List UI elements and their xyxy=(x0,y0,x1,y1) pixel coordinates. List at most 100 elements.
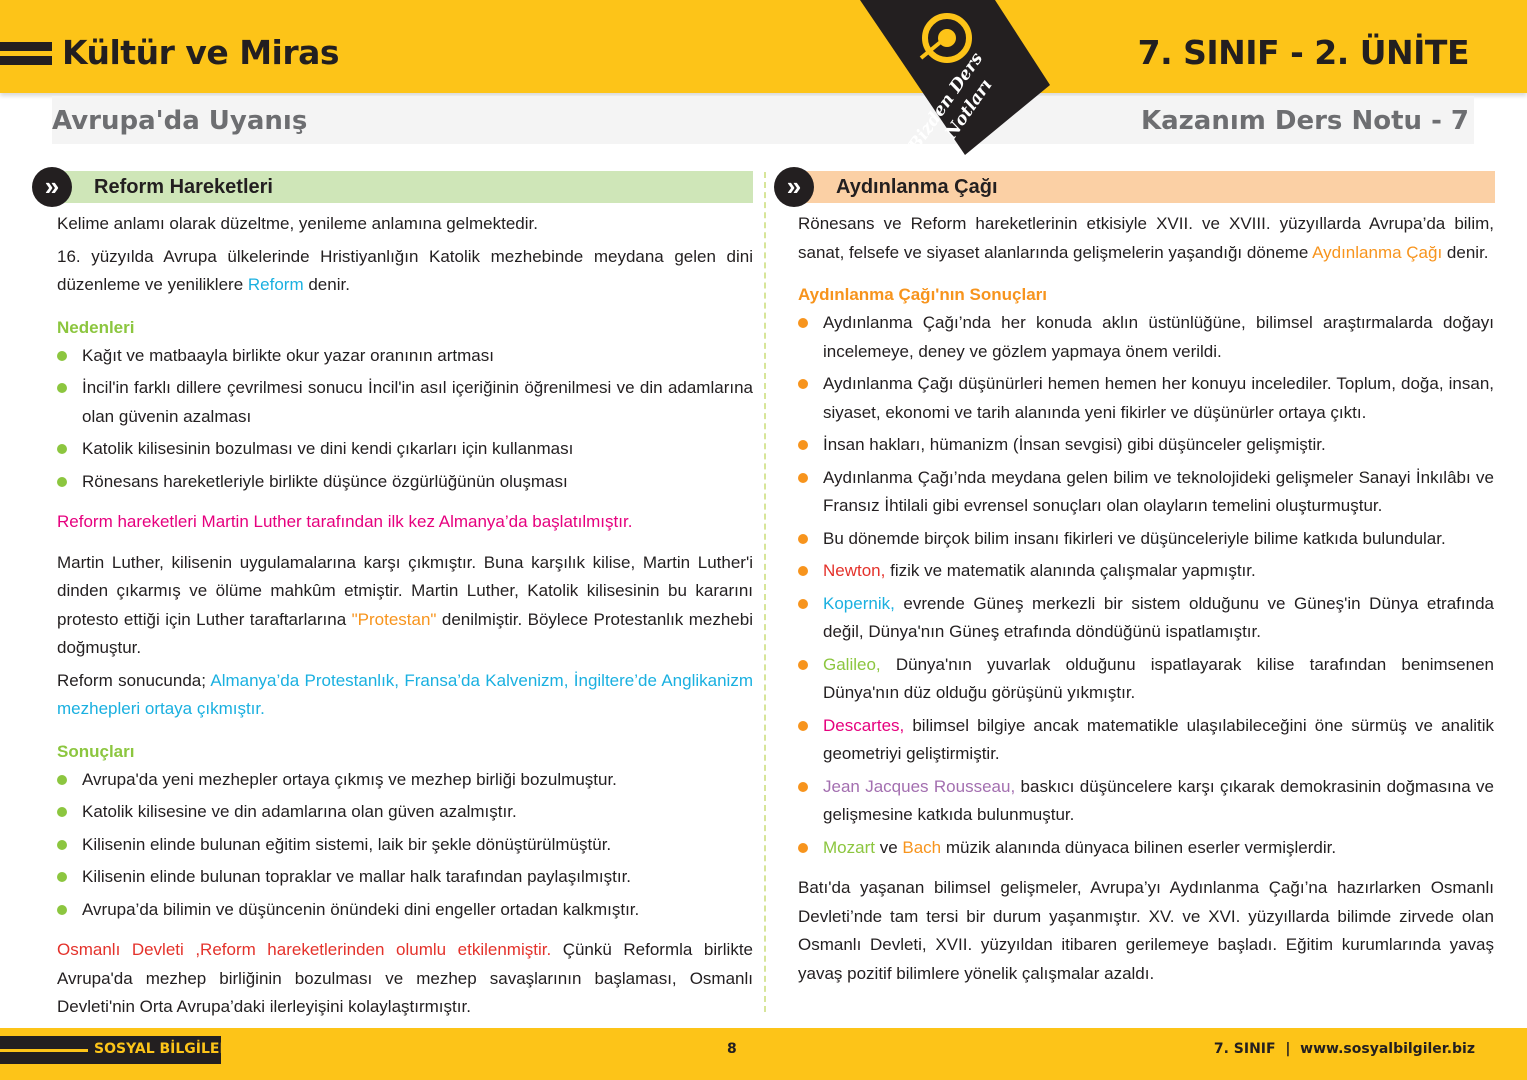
text: Rönesans ve Reform hareketlerinin etkisi… xyxy=(798,214,1494,262)
text: Çünkü Reformla birlikte Avrupa'da mezhep… xyxy=(57,940,753,1016)
text: denir. xyxy=(1442,242,1489,262)
text: Reform sonucunda; xyxy=(57,670,211,690)
subheading: Nedenleri xyxy=(57,314,753,342)
text: evrende Güneş merkezli bir sistem olduğu… xyxy=(823,593,1494,642)
subtitle: Avrupa'da Uyanış xyxy=(52,106,308,136)
chevron-right-icon: » xyxy=(32,167,72,207)
list-item: Newton, fizik ve matematik alanında çalı… xyxy=(798,557,1494,586)
list-item: Aydınlanma Çağı’nda her konuda aklın üst… xyxy=(798,309,1494,366)
unit-label: 7. SINIF - 2. ÜNİTE xyxy=(1137,33,1470,72)
text: Dünya'nın yuvarlak olduğunu ispatlayarak… xyxy=(823,654,1494,703)
footer-site: 7. SINIF | www.sosyalbilgiler.biz xyxy=(1213,1041,1475,1057)
highlighted-text: Reform hareketleri Martin Luther tarafın… xyxy=(57,512,633,531)
list-item: İncil'in farklı dillere çevrilmesi sonuc… xyxy=(57,374,753,431)
highlighted-text: Jean Jacques Rousseau, xyxy=(823,776,1016,796)
subheading: Sonuçları xyxy=(57,738,753,766)
text: Sonuçları xyxy=(57,741,135,761)
paragraph: Kelime anlamı olarak düzeltme, yenileme … xyxy=(57,210,753,239)
highlighted-text: "Protestan" xyxy=(351,609,437,629)
text: Aydınlanma Çağı'nın Sonuçları xyxy=(798,285,1048,304)
text: Batı'da yaşanan bilimsel gelişmeler, Avr… xyxy=(798,878,1494,983)
text: baskıcı düşüncelere karşı çıkarak demokr… xyxy=(823,776,1494,825)
text: Kağıt ve matbaayla birlikte okur yazar o… xyxy=(82,345,494,365)
highlighted-text: Osmanlı Devleti ,Reform hareketlerinden … xyxy=(57,940,552,959)
text: Kelime anlamı olarak düzeltme, yenileme … xyxy=(57,214,538,233)
list-item: Aydınlanma Çağı’nda meydana gelen bilim … xyxy=(798,464,1494,521)
bullet-list: Kağıt ve matbaayla birlikte okur yazar o… xyxy=(57,342,753,497)
left-column: Kelime anlamı olarak düzeltme, yenileme … xyxy=(57,210,753,1026)
text: Aydınlanma Çağı’nda her konuda aklın üst… xyxy=(823,313,1494,361)
list-item: Rönesans hareketleriyle birlikte düşünce… xyxy=(57,468,753,497)
list-item: Katolik kilisesinin bozulması ve dini ke… xyxy=(57,435,753,464)
text: İnsan hakları, hümanizm (İnsan sevgisi) … xyxy=(823,435,1326,454)
text: Nedenleri xyxy=(57,317,135,337)
text: Bu dönemde birçok bilim insanı fikirleri… xyxy=(823,528,1446,548)
chevron-right-icon: » xyxy=(774,167,814,207)
highlighted-text: Galileo, xyxy=(823,654,881,674)
list-item: Jean Jacques Rousseau, baskıcı düşüncele… xyxy=(798,773,1494,830)
list-item: Kopernik, evrende Güneş merkezli bir sis… xyxy=(798,590,1494,647)
text: 16. yüzyılda Avrupa ülkelerinde Hristiya… xyxy=(57,246,753,295)
highlighted-text: Descartes, xyxy=(823,715,905,735)
text: ve xyxy=(874,837,903,857)
text: Avrupa'da yeni mezhepler ortaya çıkmış v… xyxy=(82,769,617,789)
lesson-label: Kazanım Ders Notu - 7 xyxy=(1140,106,1469,136)
text: Katolik kilisesine ve din adamlarına ola… xyxy=(82,802,517,821)
section-header-reform: Reform Hareketleri xyxy=(40,171,753,203)
list-item: Bu dönemde birçok bilim insanı fikirleri… xyxy=(798,525,1494,554)
paragraph: Reform sonucunda; Almanya’da Protestanlı… xyxy=(57,667,753,724)
paragraph: Batı'da yaşanan bilimsel gelişmeler, Avr… xyxy=(798,874,1494,988)
footer-bar xyxy=(0,1028,1527,1080)
text: İncil'in farklı dillere çevrilmesi sonuc… xyxy=(82,378,753,426)
subtitle-bar xyxy=(52,96,1474,144)
list-item: İnsan hakları, hümanizm (İnsan sevgisi) … xyxy=(798,431,1494,460)
page-title: Kültür ve Miras xyxy=(62,33,340,72)
footer-line xyxy=(0,1049,88,1052)
list-item: Aydınlanma Çağı düşünürleri hemen hemen … xyxy=(798,370,1494,427)
text: müzik alanında dünyaca bilinen eserler v… xyxy=(941,837,1337,857)
text: Kilisenin elinde bulunan topraklar ve ma… xyxy=(82,867,632,886)
paragraph: Reform hareketleri Martin Luther tarafın… xyxy=(57,508,753,537)
highlighted-text: Mozart xyxy=(823,837,875,857)
bullet-list: Avrupa'da yeni mezhepler ortaya çıkmış v… xyxy=(57,766,753,925)
column-divider xyxy=(764,172,766,1012)
list-item: Avrupa’da bilimin ve düşüncenin önündeki… xyxy=(57,896,753,925)
highlighted-text: Kopernik, xyxy=(823,593,895,613)
highlighted-text: Newton, xyxy=(823,561,886,580)
text: fizik ve matematik alanında çalışmalar y… xyxy=(885,561,1256,580)
text: Katolik kilisesinin bozulması ve dini ke… xyxy=(82,439,574,458)
text: Aydınlanma Çağı düşünürleri hemen hemen … xyxy=(823,374,1494,422)
highlighted-text: Reform xyxy=(247,275,304,294)
highlighted-text: Almanya’da Protestanlık, Fransa’da Kalve… xyxy=(57,670,753,719)
text: Kilisenin elinde bulunan eğitim sistemi,… xyxy=(82,834,612,854)
text: Aydınlanma Çağı’nda meydana gelen bilim … xyxy=(823,467,1494,516)
dash-decoration xyxy=(0,56,52,65)
section-header-aydinlanma: Aydınlanma Çağı xyxy=(782,171,1495,203)
text: denir. xyxy=(303,275,350,294)
paragraph: Osmanlı Devleti ,Reform hareketlerinden … xyxy=(57,936,753,1022)
text: Avrupa’da bilimin ve düşüncenin önündeki… xyxy=(82,899,640,919)
text: Martin Luther, kilisenin uygulamalarına … xyxy=(57,552,753,629)
bullet-list: Aydınlanma Çağı’nda her konuda aklın üst… xyxy=(798,309,1494,862)
list-item: Galileo, Dünya'nın yuvarlak olduğunu isp… xyxy=(798,651,1494,708)
list-item: Descartes, bilimsel bilgiye ancak matema… xyxy=(798,712,1494,769)
subheading: Aydınlanma Çağı'nın Sonuçları xyxy=(798,281,1494,309)
list-item: Katolik kilisesine ve din adamlarına ola… xyxy=(57,798,753,827)
badge-logo: Bizden Ders Notları xyxy=(860,0,1050,156)
text: denilmiştir. Böylece Protestanlık mezheb… xyxy=(57,609,753,658)
paragraph: Martin Luther, kilisenin uygulamalarına … xyxy=(57,549,753,663)
list-item: Kilisenin elinde bulunan topraklar ve ma… xyxy=(57,863,753,892)
list-item: Kilisenin elinde bulunan eğitim sistemi,… xyxy=(57,831,753,860)
list-item: Kağıt ve matbaayla birlikte okur yazar o… xyxy=(57,342,753,371)
highlighted-text: Aydınlanma Çağı xyxy=(1312,242,1443,262)
highlighted-text: Bach xyxy=(902,837,942,857)
page-number: 8 xyxy=(727,1041,737,1057)
paragraph: Rönesans ve Reform hareketlerinin etkisi… xyxy=(798,210,1494,267)
list-item: Avrupa'da yeni mezhepler ortaya çıkmış v… xyxy=(57,766,753,795)
list-item: Mozart ve Bach müzik alanında dünyaca bi… xyxy=(798,834,1494,863)
header-bar xyxy=(0,0,1527,93)
dash-decoration xyxy=(0,42,52,51)
text: Rönesans hareketleriyle birlikte düşünce… xyxy=(82,471,568,491)
footer-subject: SOSYAL BİLGİLER xyxy=(94,1041,231,1057)
text: bilimsel bilgiye ancak matematikle ulaşı… xyxy=(823,715,1494,764)
